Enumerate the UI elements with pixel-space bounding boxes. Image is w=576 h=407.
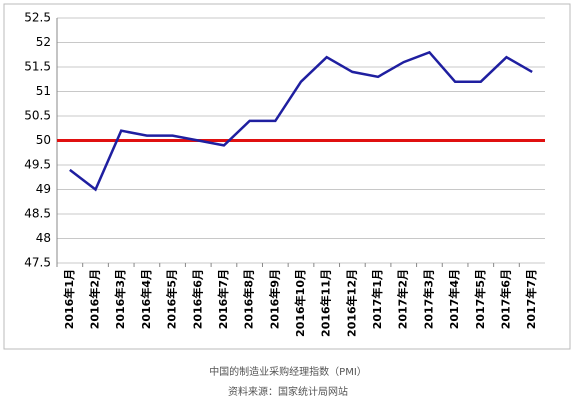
y-tick-label: 51.5 (24, 60, 51, 74)
x-tick-label: 2016年2月 (88, 269, 102, 329)
y-tick-label: 49 (36, 182, 51, 196)
y-tick-label: 50.5 (24, 109, 51, 123)
x-tick-label: 2016年6月 (190, 269, 204, 329)
y-tick-label: 50 (36, 133, 51, 147)
x-tick-label: 2017年5月 (473, 269, 487, 329)
x-tick-label: 2016年3月 (113, 269, 127, 329)
y-tick-label: 51 (36, 84, 51, 98)
x-tick-label: 2016年8月 (242, 269, 256, 329)
x-tick-label: 2017年6月 (498, 269, 512, 329)
y-tick-label: 48.5 (24, 207, 51, 221)
chart-frame (3, 3, 571, 350)
x-tick-label: 2016年1月 (62, 269, 76, 329)
x-tick-label: 2016年9月 (267, 269, 281, 329)
y-tick-label: 47.5 (24, 256, 51, 270)
x-tick-label: 2017年4月 (447, 269, 461, 329)
x-tick-label: 2017年1月 (370, 269, 384, 329)
y-tick-label: 52 (36, 35, 51, 49)
x-tick-label: 2016年10月 (293, 269, 307, 337)
y-tick-label: 49.5 (24, 158, 51, 172)
source: 资料来源：国家统计局网站 (228, 385, 348, 398)
x-tick-label: 2017年2月 (396, 269, 410, 329)
x-tick-label: 2016年12月 (344, 269, 358, 337)
x-tick-label: 2017年7月 (524, 269, 538, 329)
y-tick-label: 52.5 (24, 11, 51, 25)
caption: 中国的制造业采购经理指数（PMI） (209, 365, 367, 378)
x-tick-label: 2016年7月 (216, 269, 230, 329)
x-tick-label: 2016年4月 (139, 269, 153, 329)
x-tick-label: 2016年5月 (165, 269, 179, 329)
x-tick-label: 2016年11月 (319, 269, 333, 337)
data-line (69, 50, 533, 192)
y-tick-label: 48 (36, 231, 51, 245)
x-tick-label: 2017年3月 (421, 269, 435, 329)
